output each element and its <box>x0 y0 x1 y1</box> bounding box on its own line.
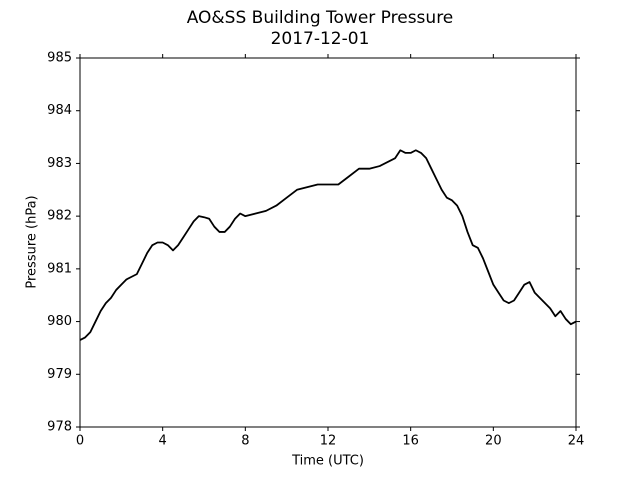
y-tick-label: 979 <box>47 367 72 382</box>
chart-subtitle: 2017-12-01 <box>271 29 370 49</box>
y-tick-label: 981 <box>47 261 72 276</box>
x-tick-label: 4 <box>159 434 167 449</box>
y-tick-label: 980 <box>47 314 72 329</box>
x-tick-label: 12 <box>320 434 337 449</box>
plot-frame <box>79 57 577 428</box>
x-tick-label: 20 <box>485 434 502 449</box>
x-tick-label: 8 <box>241 434 249 449</box>
x-tick-label: 16 <box>402 434 419 449</box>
x-tick-label: 0 <box>76 434 84 449</box>
y-tick-label: 982 <box>47 209 72 224</box>
y-tick-label: 978 <box>47 420 72 435</box>
x-axis-label: Time (UTC) <box>291 454 364 469</box>
y-tick-label: 983 <box>47 156 72 171</box>
data-line <box>79 149 577 341</box>
y-axis-label: Pressure (hPa) <box>25 195 40 288</box>
y-tick-label: 985 <box>47 51 72 66</box>
y-tick-label: 984 <box>47 103 72 118</box>
x-tick-label: 24 <box>568 434 585 449</box>
chart-title: AO&SS Building Tower Pressure <box>187 8 454 28</box>
